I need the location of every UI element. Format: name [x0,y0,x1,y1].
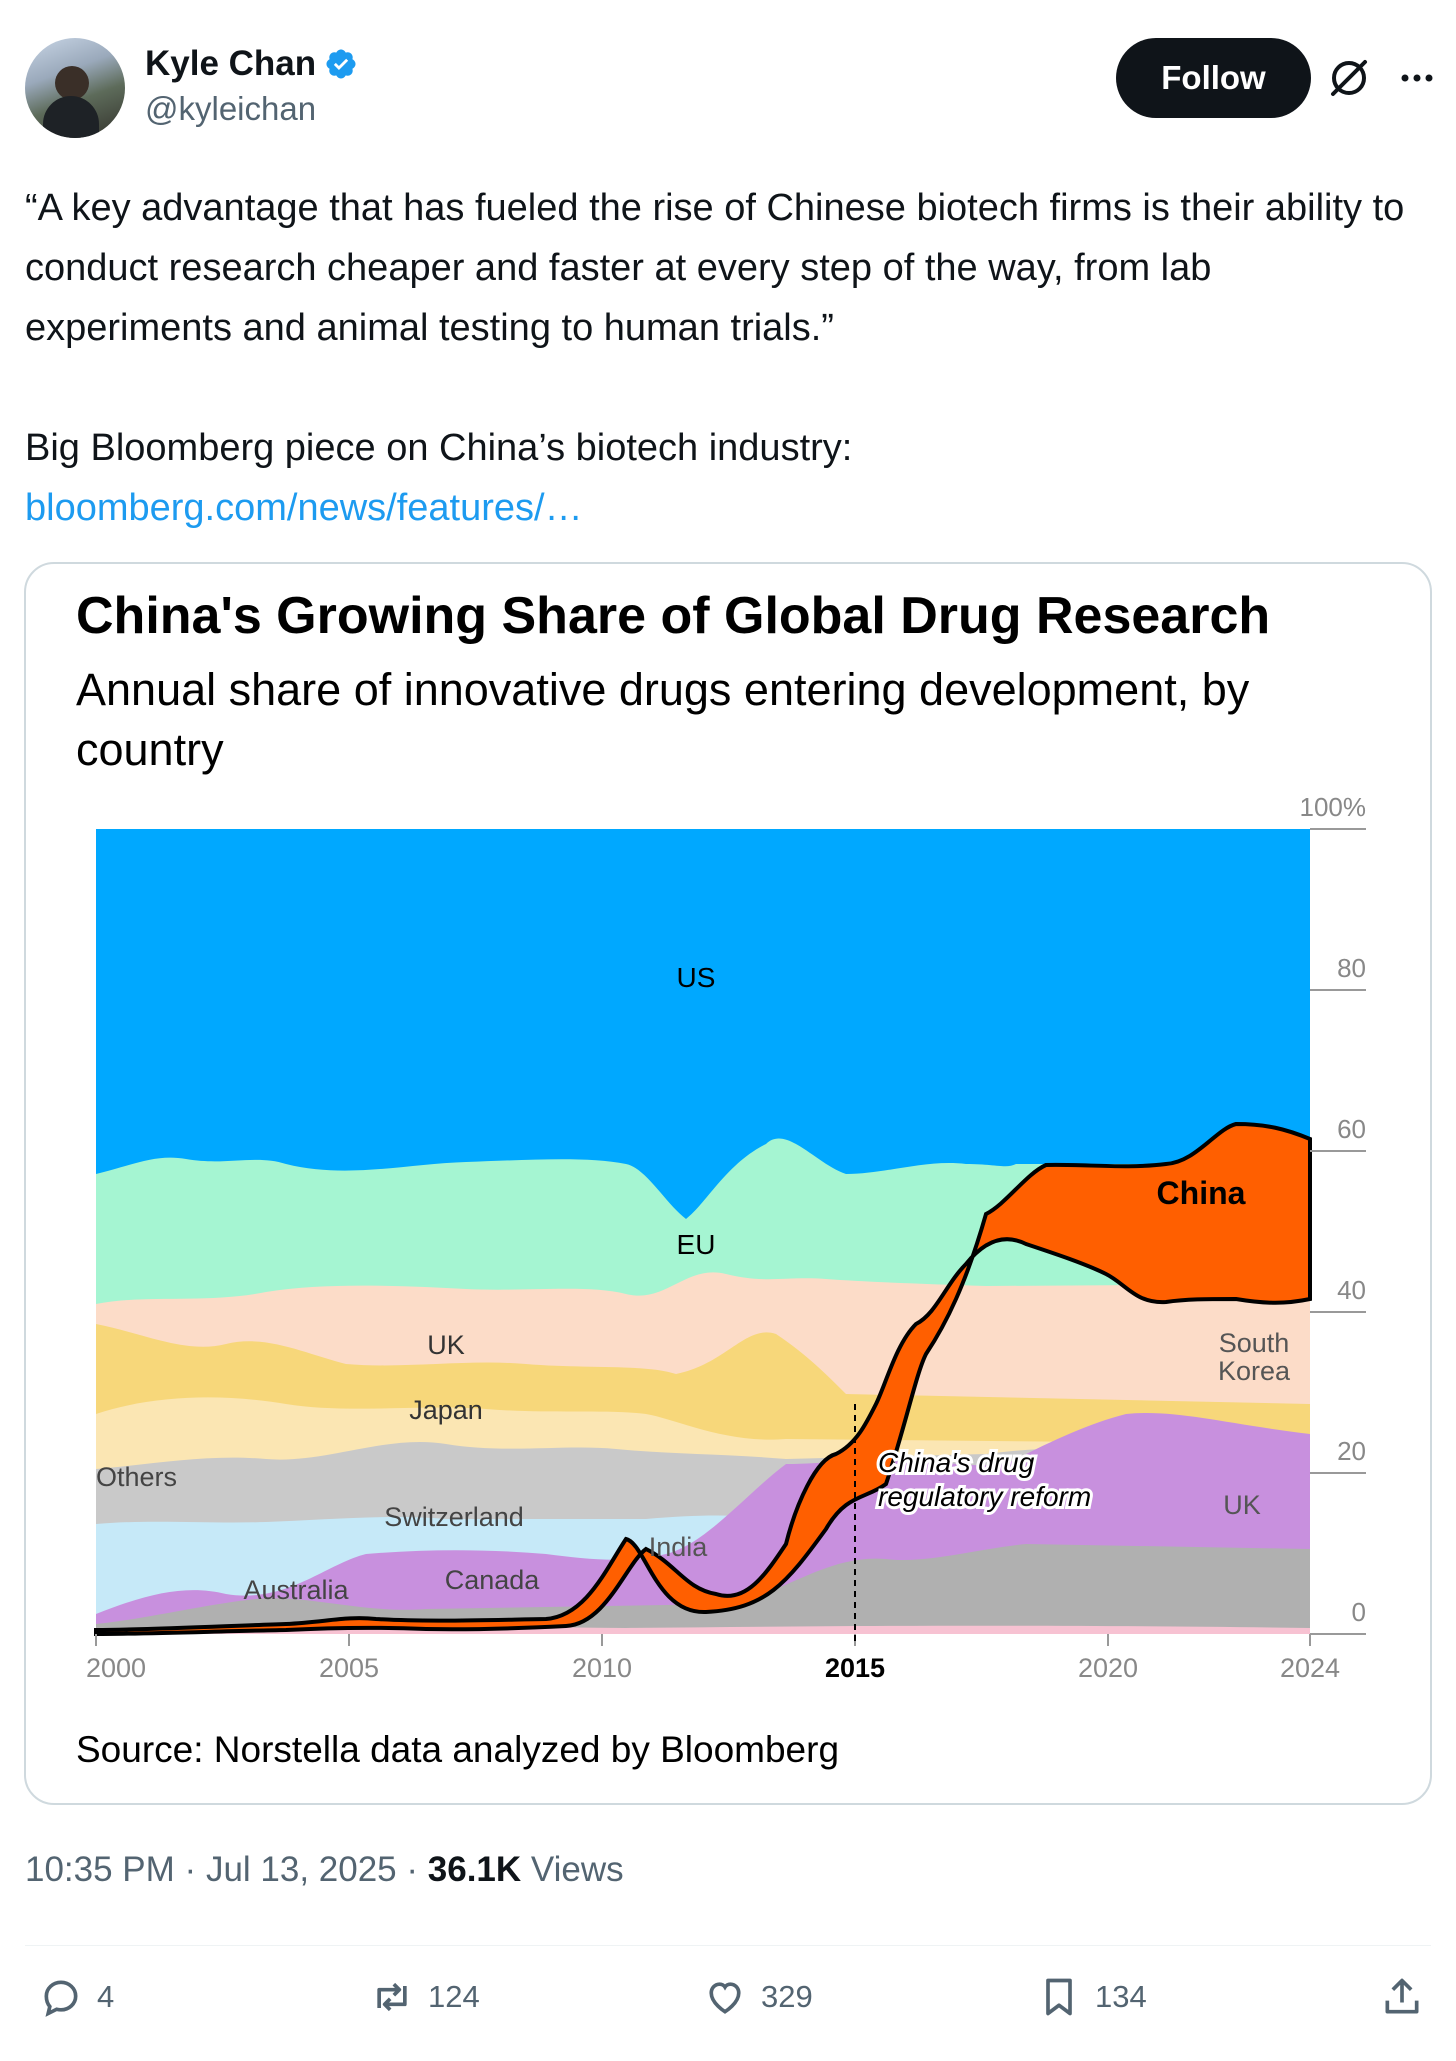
more-options-icon[interactable] [1397,58,1437,98]
y-tick-60: 60 [1337,1114,1366,1144]
action-bar: 4 124 329 134 [25,1975,1435,2035]
share-icon [1385,1978,1419,2014]
x-axis: 2000 2005 2010 2015 2020 2024 [86,1634,1340,1683]
meta-separator: · [184,1850,197,1889]
grok-icon[interactable] [1327,56,1371,100]
media-card[interactable]: China's Growing Share of Global Drug Res… [24,562,1432,1805]
tweet-time[interactable]: 10:35 PM [25,1850,175,1889]
chart-title: China's Growing Share of Global Drug Res… [76,587,1271,645]
reply-count: 4 [97,1979,115,2014]
author-name-link[interactable]: Kyle Chan [145,42,358,86]
like-button[interactable]: 329 [703,1975,813,2019]
divider [25,1945,1431,1946]
reply-button[interactable]: 4 [39,1975,114,2019]
share-button[interactable] [1380,1975,1424,2019]
tweet-text: “A key advantage that has fueled the ris… [25,187,1405,469]
label-uk-right: UK [1223,1490,1261,1520]
verified-badge-icon [326,49,356,79]
y-tick-0: 0 [1352,1597,1366,1627]
x-tick-2000: 2000 [86,1653,146,1683]
avatar[interactable] [25,38,125,138]
views-label: Views [530,1850,624,1889]
label-uk: UK [427,1330,465,1360]
bookmark-button[interactable]: 134 [1037,1975,1147,2019]
x-tick-2020: 2020 [1078,1653,1138,1683]
series-labels: US EU China UK Japan Others Switzerland … [96,962,1291,1605]
repost-icon [377,1982,407,2012]
y-tick-100: 100% [1300,792,1367,822]
label-india: India [649,1532,709,1562]
meta-separator: · [406,1850,419,1889]
gray-area [96,1544,1310,1634]
label-china: China [1157,1175,1246,1211]
follow-button[interactable]: Follow [1116,38,1311,118]
reply-icon [44,1980,78,2017]
like-count: 329 [761,1979,813,2014]
views-count: 36.1K [427,1850,522,1889]
author-handle[interactable]: @kyleichan [145,90,317,127]
y-axis: 100% 80 60 40 20 0 [1300,792,1367,1635]
china-area [94,1121,1312,1637]
label-others: Others [96,1462,177,1492]
y-tick-20: 20 [1337,1436,1366,1466]
x-tick-2005: 2005 [319,1653,379,1683]
label-australia: Australia [243,1575,349,1605]
author-block: Kyle Chan @kyleichan [145,42,358,130]
tweet-date[interactable]: Jul 13, 2025 [205,1850,397,1889]
chart: 100% 80 60 40 20 0 2000 2005 2010 2015 2… [86,792,1367,1683]
label-south-korea-2: Korea [1218,1356,1291,1386]
repost-button[interactable]: 124 [370,1975,480,2019]
chart-subtitle: Annual share of innovative drugs enterin… [76,664,1250,775]
tweet-meta: 10:35 PM · Jul 13, 2025 · 36.1K Views [25,1850,624,1890]
repost-count: 124 [428,1979,480,2014]
label-us: US [677,962,716,993]
bookmark-count: 134 [1095,1979,1147,2014]
author-name[interactable]: Kyle Chan [145,44,317,83]
tweet-header: Kyle Chan @kyleichan Follow [25,38,1435,148]
label-japan: Japan [409,1395,483,1425]
y-tick-80: 80 [1337,953,1366,983]
label-canada: Canada [445,1565,541,1595]
stream-areas [94,829,1312,1637]
annotation-line2: regulatory reform [878,1481,1091,1512]
x-tick-2010: 2010 [572,1653,632,1683]
annotation-line1: China's drug [878,1447,1035,1478]
label-eu: EU [677,1229,716,1260]
tweet-link[interactable]: bloomberg.com/news/features/… [25,487,583,529]
y-tick-40: 40 [1337,1275,1366,1305]
chart-source: Source: Norstella data analyzed by Bloom… [76,1729,840,1770]
x-tick-2024: 2024 [1280,1653,1340,1683]
label-south-korea-1: South [1219,1328,1290,1358]
bookmark-icon [1046,1978,1072,2016]
label-switzerland: Switzerland [384,1502,524,1532]
heart-icon [709,1982,741,2014]
x-tick-2015: 2015 [825,1653,885,1683]
